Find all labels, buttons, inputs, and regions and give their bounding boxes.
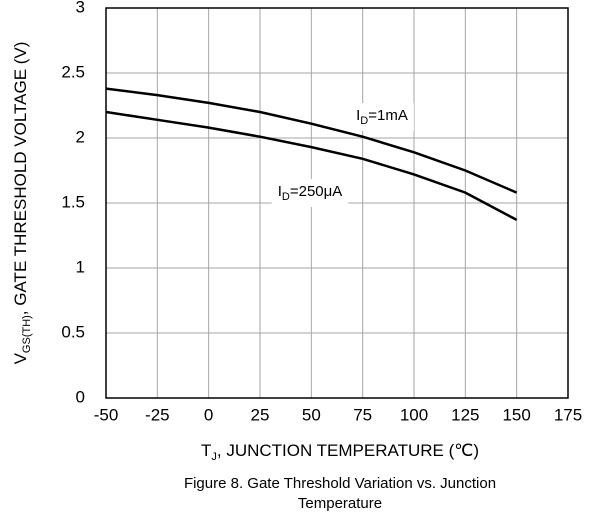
plot-border: [105, 7, 569, 399]
x-tick-label: 75: [353, 405, 372, 424]
y-axis-label-rest: , GATE THRESHOLD VOLTAGE (V): [11, 42, 30, 316]
series-label-sub: D: [282, 191, 290, 203]
x-tick-label: 125: [451, 405, 479, 424]
y-axis-label-main: V: [11, 352, 30, 364]
x-axis-label-sub: J: [211, 451, 217, 463]
y-tick-label: 2: [76, 127, 85, 146]
series-label: ID=250μA: [278, 183, 343, 203]
caption: Temperature: [298, 495, 382, 512]
y-axis-label: VGS(TH), GATE THRESHOLD VOLTAGE (V): [11, 42, 32, 365]
series-line: [105, 87, 518, 194]
x-axis-label: TJ, JUNCTION TEMPERATURE (℃): [201, 441, 479, 462]
x-axis-label-main: T: [201, 441, 211, 460]
x-tick-label: -25: [145, 405, 170, 424]
y-axis-label-sub: GS(TH): [21, 315, 33, 353]
series-label-rest: =250μA: [290, 183, 342, 200]
x-tick-label: 150: [502, 405, 530, 424]
series-label-main: I: [278, 183, 282, 200]
x-tick-label: 175: [554, 405, 582, 424]
label-background: [271, 178, 349, 207]
y-tick-label: 0: [76, 387, 85, 406]
y-tick-label: 2.5: [61, 62, 85, 81]
y-tick-label: 1.5: [61, 192, 85, 211]
series-label: ID=1mA: [356, 107, 408, 127]
series-label-main: I: [356, 107, 360, 124]
x-tick-label: 50: [302, 405, 321, 424]
x-tick-label: 100: [400, 405, 428, 424]
x-tick-label: 0: [204, 405, 213, 424]
caption: Figure 8. Gate Threshold Variation vs. J…: [184, 475, 496, 492]
y-tick-label: 1: [76, 257, 85, 276]
y-tick-label: 3: [76, 0, 85, 16]
series-label-rest: =1mA: [368, 107, 408, 124]
series-label-sub: D: [360, 115, 368, 127]
series-line: [105, 110, 518, 222]
label-background: [350, 102, 414, 131]
y-tick-label: 0.5: [61, 322, 85, 341]
x-axis-label-rest: , JUNCTION TEMPERATURE (℃): [217, 441, 479, 460]
x-tick-label: 25: [251, 405, 270, 424]
x-tick-label: -50: [94, 405, 119, 424]
